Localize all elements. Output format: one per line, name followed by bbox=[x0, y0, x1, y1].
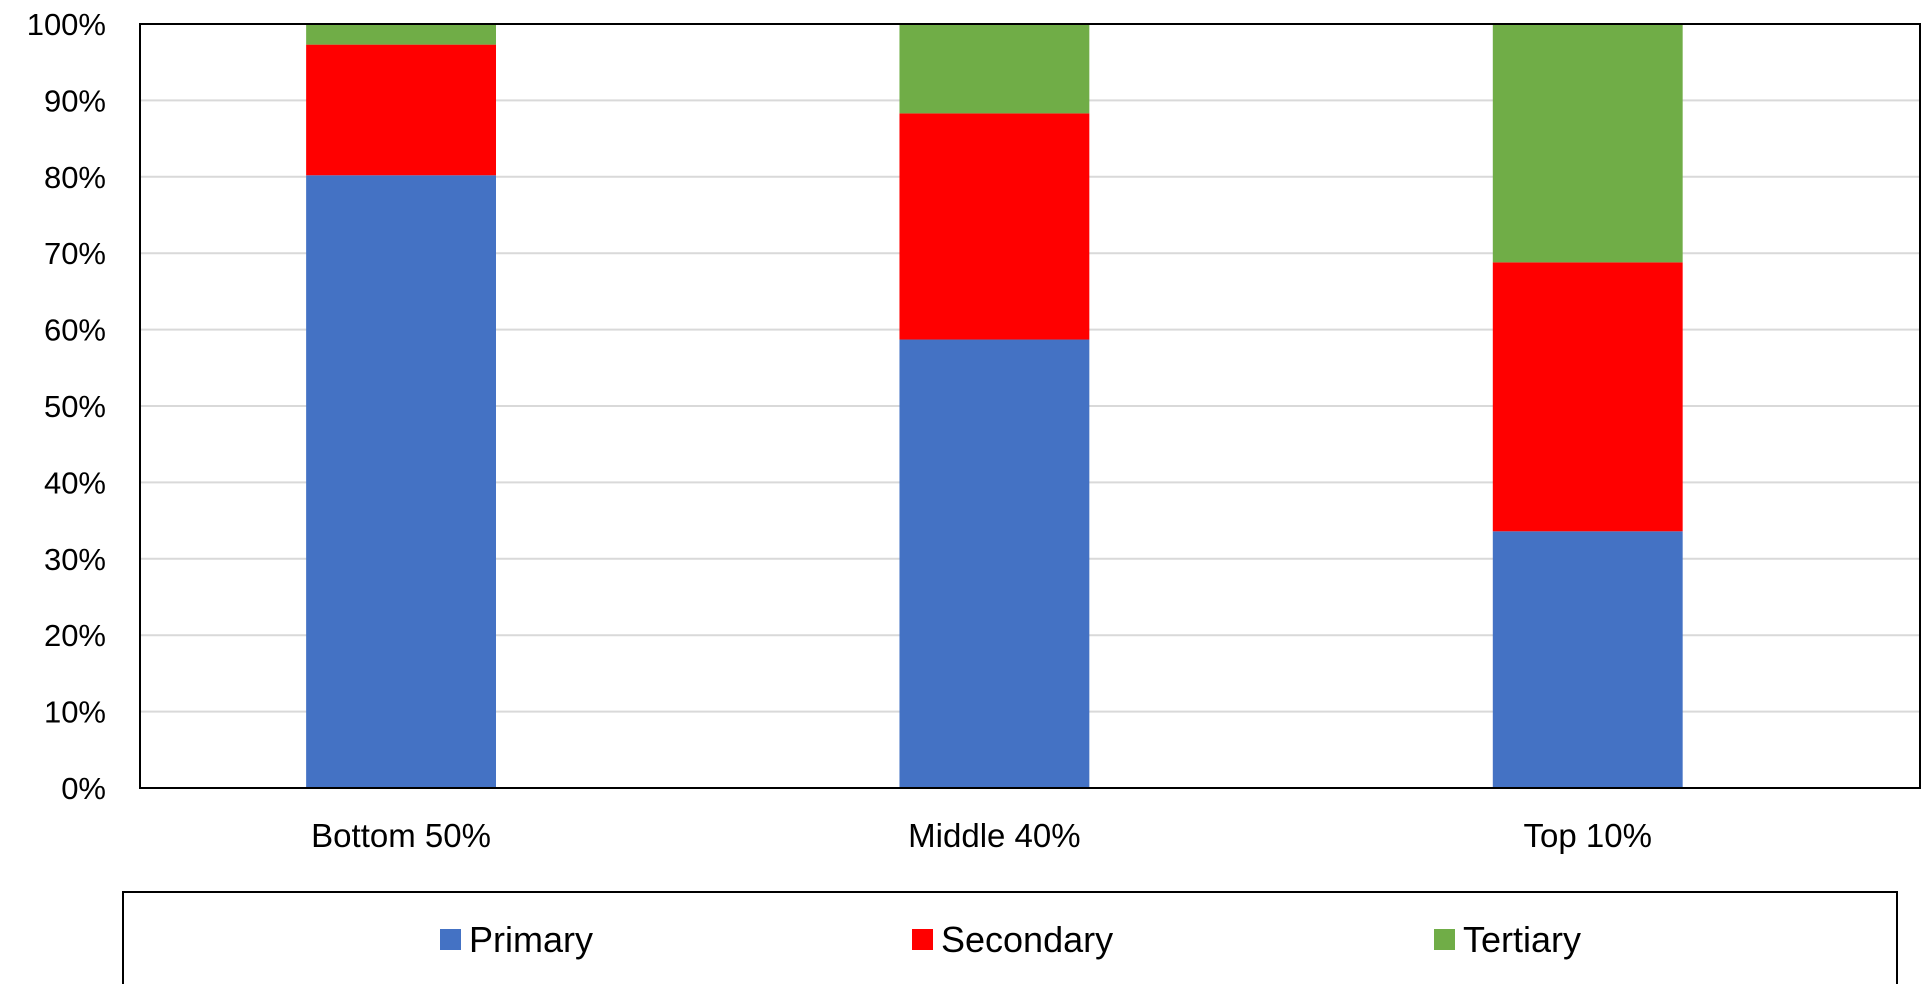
x-axis-category-labels: Bottom 50% Middle 40% Top 10% bbox=[311, 817, 1652, 854]
bar-segment-secondary bbox=[306, 44, 496, 176]
y-tick-label: 30% bbox=[44, 542, 106, 577]
y-tick-label: 50% bbox=[44, 389, 106, 424]
x-category-label: Bottom 50% bbox=[311, 817, 491, 854]
y-tick-label: 0% bbox=[61, 771, 106, 806]
plot-frame bbox=[139, 23, 1921, 789]
legend-swatch-primary bbox=[440, 929, 461, 950]
legend-label-primary: Primary bbox=[469, 919, 593, 960]
bar-segment-secondary bbox=[1492, 262, 1683, 532]
bar-segment-tertiary bbox=[899, 24, 1090, 114]
y-tick-label: 90% bbox=[44, 83, 106, 118]
y-tick-label: 60% bbox=[44, 313, 106, 348]
legend-swatch-tertiary bbox=[1434, 929, 1455, 950]
bar-segment-primary bbox=[306, 175, 496, 789]
y-tick-label: 100% bbox=[27, 7, 106, 42]
bar-segment-primary bbox=[1492, 531, 1683, 788]
y-tick-label: 70% bbox=[44, 236, 106, 271]
legend-label-secondary: Secondary bbox=[941, 919, 1113, 960]
bars bbox=[306, 24, 1683, 789]
y-tick-label: 20% bbox=[44, 618, 106, 653]
legend-label-tertiary: Tertiary bbox=[1463, 919, 1581, 960]
legend-frame bbox=[122, 891, 1898, 984]
y-tick-label: 10% bbox=[44, 695, 106, 730]
y-tick-label: 40% bbox=[44, 465, 106, 500]
bar-segment-tertiary bbox=[306, 24, 496, 45]
x-category-label: Top 10% bbox=[1524, 817, 1652, 854]
y-tick-label: 80% bbox=[44, 160, 106, 195]
bar-segment-secondary bbox=[899, 113, 1090, 340]
bar-segment-tertiary bbox=[1492, 24, 1683, 263]
y-axis-tick-labels: 0% 10% 20% 30% 40% 50% 60% 70% 80% 90% 100% bbox=[27, 7, 106, 806]
legend-swatch-secondary bbox=[912, 929, 933, 950]
bar-segment-primary bbox=[899, 339, 1090, 788]
x-category-label: Middle 40% bbox=[908, 817, 1080, 854]
legend: Primary Secondary Tertiary bbox=[122, 891, 1898, 984]
